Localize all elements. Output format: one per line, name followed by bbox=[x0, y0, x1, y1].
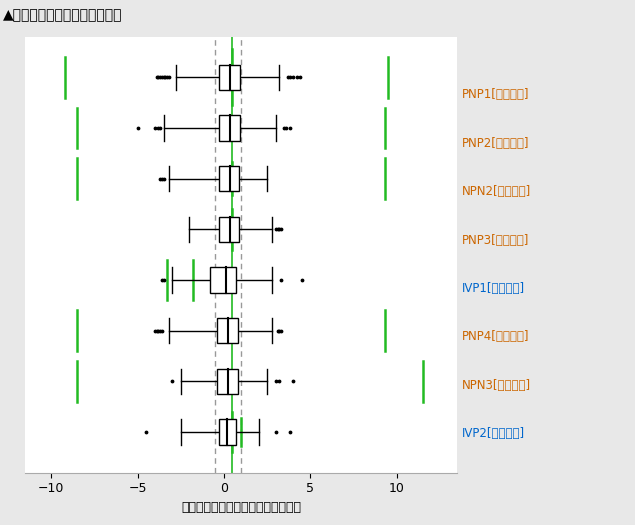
Bar bbox=[217, 369, 238, 394]
Text: PNP4[ウエハー]: PNP4[ウエハー] bbox=[462, 330, 529, 343]
Text: IVP1[ウエハー]: IVP1[ウエハー] bbox=[462, 282, 525, 295]
Text: IVP2[ウエハー]: IVP2[ウエハー] bbox=[462, 427, 525, 440]
Bar bbox=[210, 267, 236, 292]
Bar bbox=[219, 217, 239, 242]
Text: ▲群内シグマの正規化筱ひげ図: ▲群内シグマの正規化筱ひげ図 bbox=[3, 8, 123, 22]
Bar bbox=[219, 419, 236, 445]
Text: PNP2[ウエハー]: PNP2[ウエハー] bbox=[462, 137, 529, 150]
Text: PNP3[ウエハー]: PNP3[ウエハー] bbox=[462, 234, 529, 247]
Text: NPN3[ウエハー]: NPN3[ウエハー] bbox=[462, 379, 531, 392]
Bar bbox=[219, 116, 239, 141]
Bar bbox=[217, 318, 238, 343]
Text: NPN2[ウエハー]: NPN2[ウエハー] bbox=[462, 185, 531, 198]
X-axis label: 平均と群内標準偶差を使って標準化: 平均と群内標準偶差を使って標準化 bbox=[182, 501, 301, 514]
Text: PNP1[ウエハー]: PNP1[ウエハー] bbox=[462, 88, 529, 101]
Bar bbox=[219, 65, 239, 90]
Bar bbox=[219, 166, 239, 191]
